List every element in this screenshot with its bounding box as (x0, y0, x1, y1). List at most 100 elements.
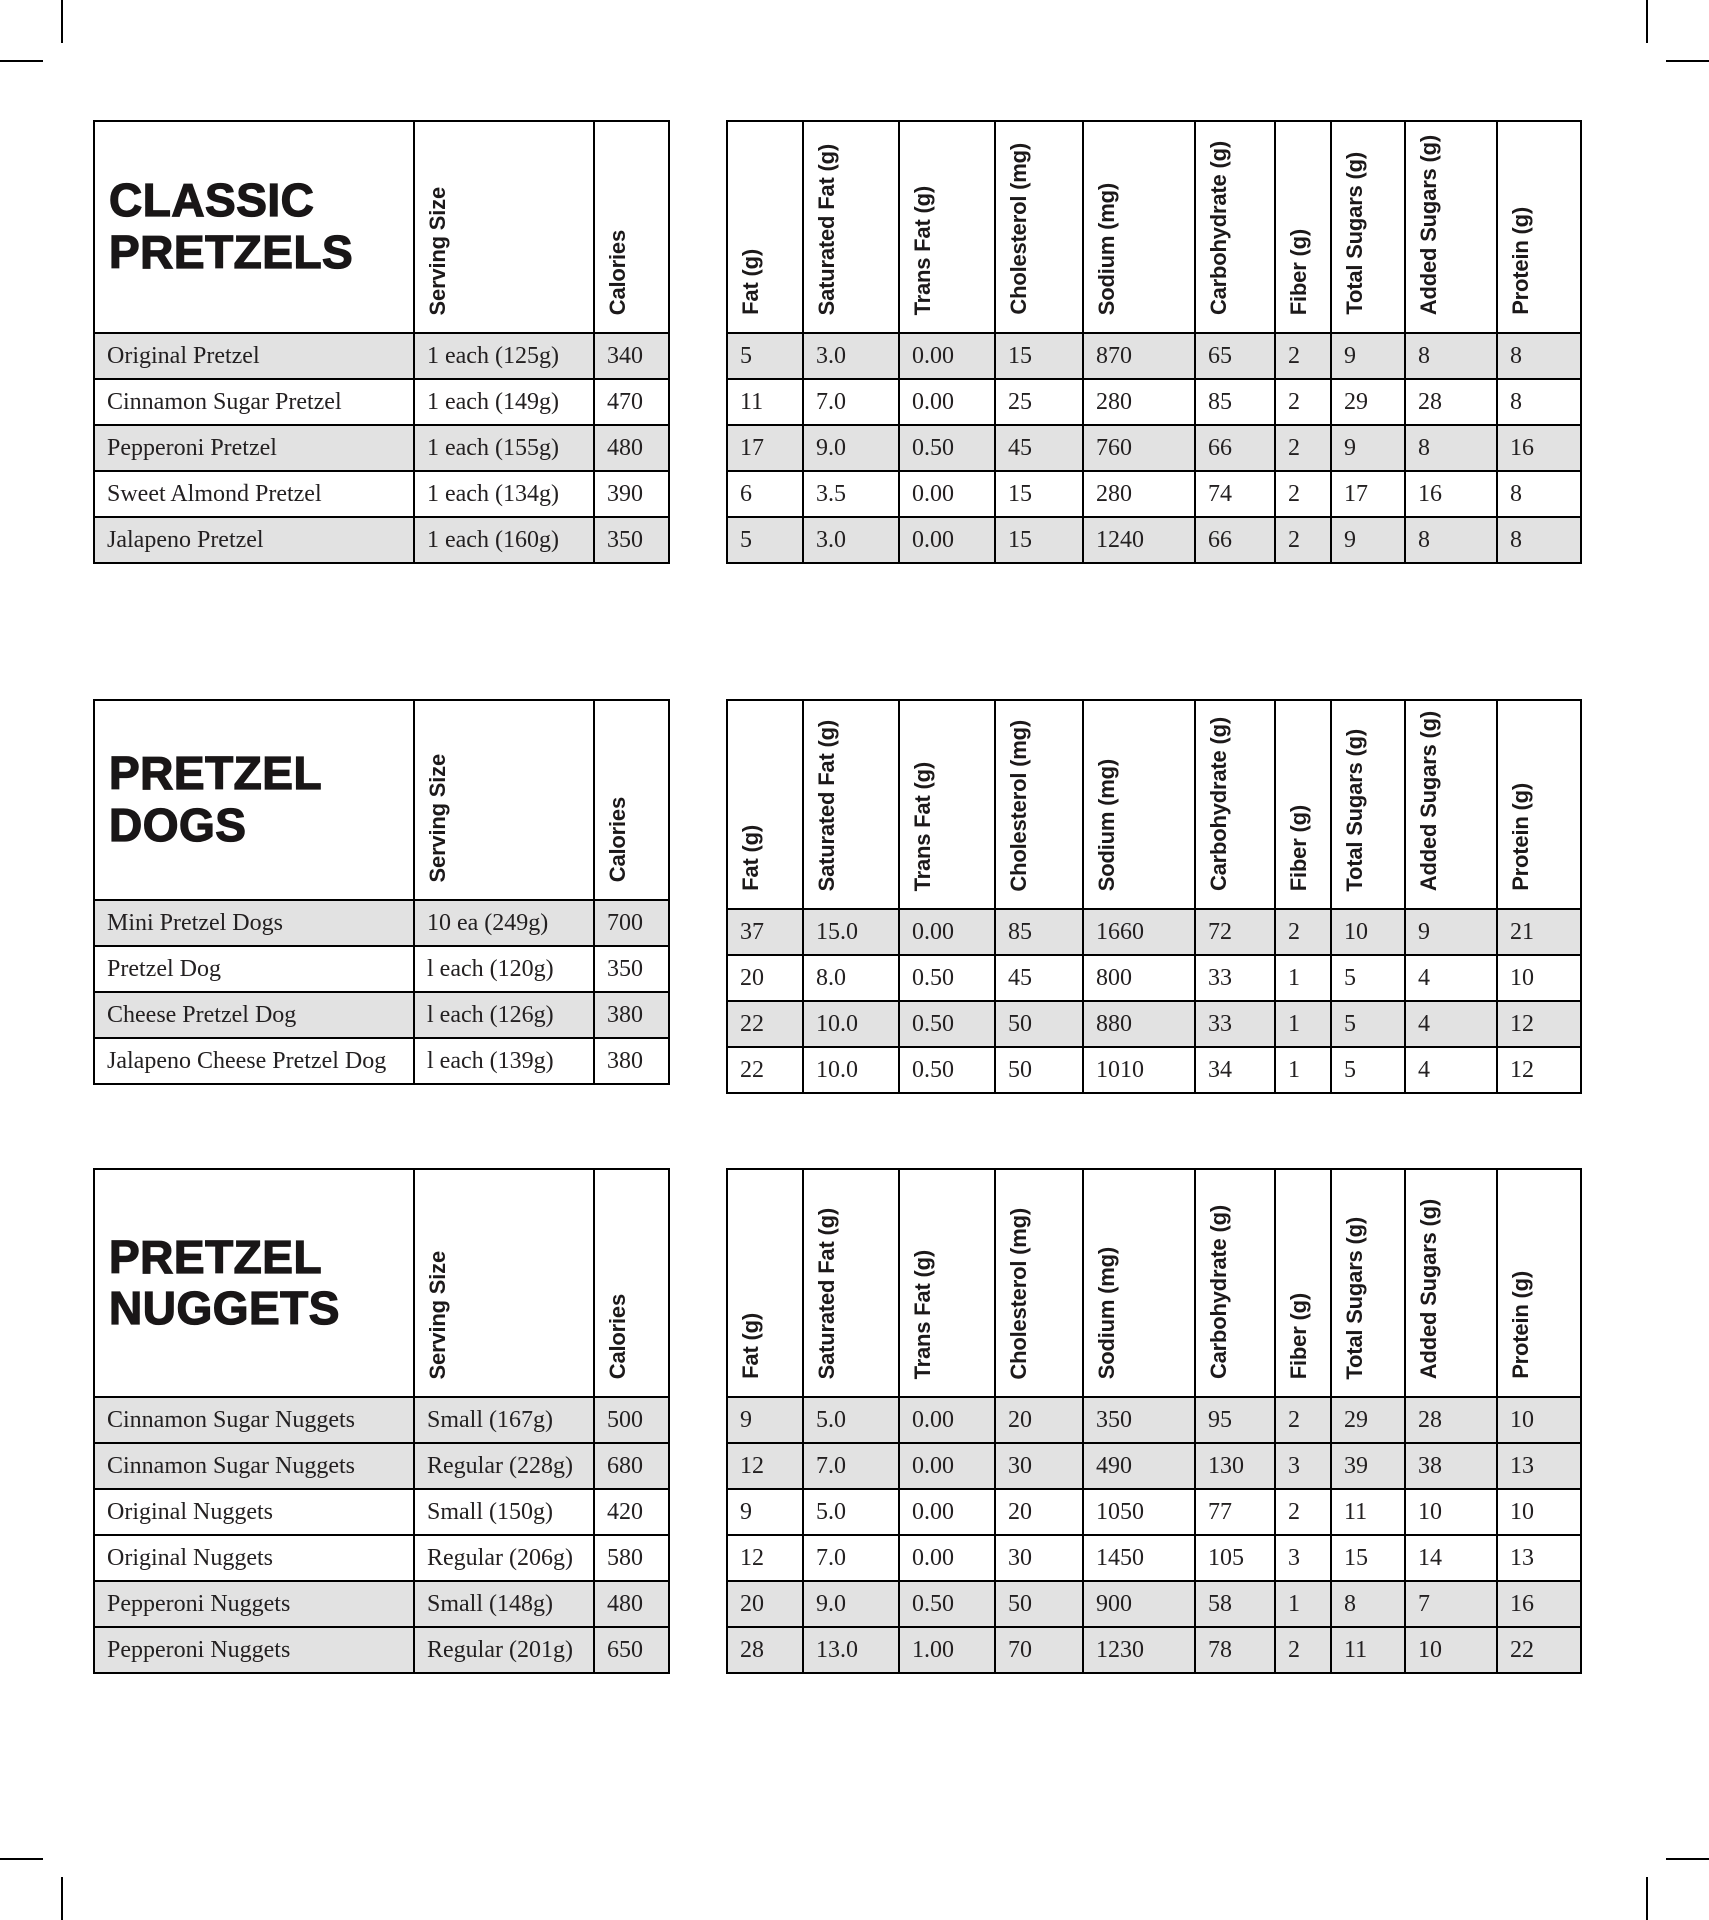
item-row: Jalapeno Pretzel 1 each (160g) 350 (93, 516, 670, 564)
nutrition-header: Fat (g) (738, 1313, 763, 1380)
item-name: Original Nuggets (93, 1488, 415, 1537)
item-name: Cinnamon Sugar Nuggets (93, 1396, 415, 1445)
nutrition-value: 1 (1274, 1046, 1332, 1095)
item-row: Pepperoni Nuggets Regular (201g) 650 (93, 1626, 670, 1675)
calories-value: 680 (593, 1442, 670, 1491)
nutrition-value: 29 (1330, 1396, 1406, 1445)
nutrition-value: 5 (726, 332, 804, 380)
nutrition-value: 2 (1274, 470, 1332, 518)
item-name: Pepperoni Pretzel (93, 424, 415, 472)
nutrition-header-cell: Total Sugars (g) (1330, 1168, 1406, 1399)
item-name: Original Nuggets (93, 1534, 415, 1583)
nutrition-value: 0.50 (898, 1046, 996, 1095)
nutrition-value: 85 (1194, 378, 1276, 426)
serving-size-value: 1 each (160g) (413, 516, 595, 564)
item-row: Cinnamon Sugar Pretzel 1 each (149g) 470 (93, 378, 670, 426)
nutrition-section: CLASSIC PRETZELS Serving Size Calories Origi… (93, 120, 1582, 564)
crop-mark-top-right-v (1646, 0, 1648, 43)
nutrition-value: 2 (1274, 1396, 1332, 1445)
serving-size-value: 1 each (155g) (413, 424, 595, 472)
section-title-line: NUGGETS (108, 1282, 340, 1335)
nutrition-body: 5 3.0 0.00 15 870 65 2 9 8 8 11 7.0 0.00 25 280 85 2 29 28… (726, 332, 1582, 564)
nutrition-value: 3 (1274, 1442, 1332, 1491)
item-row: Original Pretzel 1 each (125g) 340 (93, 332, 670, 380)
serving-size-value: 10 ea (249g) (413, 899, 595, 947)
nutrition-value: 8 (1404, 332, 1498, 380)
nutrition-header-cell: Cholesterol (mg) (994, 1168, 1084, 1399)
nutrition-value: 17 (726, 424, 804, 472)
nutrition-header-cell: Trans Fat (g) (898, 1168, 996, 1399)
nutrition-value: 66 (1194, 516, 1276, 564)
crop-mark-top-right-h (1666, 60, 1709, 62)
nutrition-body: 9 5.0 0.00 20 350 95 2 29 28 10 12 7.0 0.00 30 490 130 3… (726, 1396, 1582, 1675)
nutrition-value: 9 (1330, 332, 1406, 380)
nutrition-header-row: Fat (g) Saturated Fat (g) Trans Fat (g) Cho… (726, 120, 1582, 334)
nutrition-row: 12 7.0 0.00 30 490 130 3 39 38 13 (726, 1442, 1582, 1491)
nutrition-value: 45 (994, 424, 1084, 472)
serving-size-header-cell: Serving Size (413, 699, 595, 901)
nutrition-value: 10.0 (802, 1000, 900, 1049)
nutrition-value: 34 (1194, 1046, 1276, 1095)
section-title-line: PRETZELS (108, 226, 354, 278)
nutrition-header: Added Sugars (g) (1416, 711, 1441, 892)
nutrition-value: 9 (726, 1488, 804, 1537)
nutrition-header: Carbohydrate (g) (1206, 1205, 1231, 1380)
items-body: Mini Pretzel Dogs 10 ea (249g) 700 Pretzel … (93, 899, 670, 1085)
section-title-cell: CLASSIC PRETZELS (93, 120, 415, 334)
nutrition-value: 280 (1082, 378, 1196, 426)
nutrition-value: 0.00 (898, 470, 996, 518)
nutrition-value: 5.0 (802, 1488, 900, 1537)
nutrition-header: Fiber (g) (1286, 228, 1311, 315)
nutrition-value: 0.00 (898, 516, 996, 564)
nutrition-value: 15 (994, 470, 1084, 518)
nutrition-header-cell: Total Sugars (g) (1330, 120, 1406, 334)
item-name: Cinnamon Sugar Pretzel (93, 378, 415, 426)
nutrition-value: 350 (1082, 1396, 1196, 1445)
nutrition-header: Added Sugars (g) (1416, 1199, 1441, 1380)
nutrition-header: Fat (g) (738, 249, 763, 315)
nutrition-value: 1230 (1082, 1626, 1196, 1675)
nutrition-header: Total Sugars (g) (1342, 1216, 1367, 1380)
serving-size-header: Serving Size (425, 186, 450, 315)
nutrition-header: Total Sugars (g) (1342, 728, 1367, 892)
nutrition-header: Fiber (g) (1286, 1292, 1311, 1380)
serving-size-header: Serving Size (425, 753, 450, 882)
serving-size-value: 1 each (134g) (413, 470, 595, 518)
nutrition-header: Protein (g) (1508, 1271, 1533, 1380)
serving-size-header-cell: Serving Size (413, 1168, 595, 1399)
nutrition-value: 1 (1274, 1000, 1332, 1049)
nutrition-value: 22 (726, 1046, 804, 1095)
nutrition-header: Carbohydrate (g) (1206, 140, 1231, 315)
calories-header: Calories (605, 1293, 630, 1380)
nutrition-header-cell: Carbohydrate (g) (1194, 698, 1276, 911)
item-name: Pepperoni Nuggets (93, 1626, 415, 1675)
calories-value: 380 (593, 991, 670, 1039)
nutrition-header-cell: Fiber (g) (1274, 1168, 1332, 1399)
nutrition-value: 900 (1082, 1580, 1196, 1629)
nutrition-value: 0.50 (898, 424, 996, 472)
nutrition-header-cell: Fat (g) (726, 120, 804, 334)
item-row: Cinnamon Sugar Nuggets Small (167g) 500 (93, 1396, 670, 1445)
nutrition-table: Fat (g) Saturated Fat (g) Trans Fat (g) Cho… (726, 120, 1582, 564)
nutrition-value: 39 (1330, 1442, 1406, 1491)
crop-mark-top-left-h (0, 60, 43, 62)
nutrition-header-cell: Fat (g) (726, 1168, 804, 1399)
nutrition-header: Saturated Fat (g) (814, 1207, 839, 1380)
item-row: Cheese Pretzel Dog l each (126g) 380 (93, 991, 670, 1039)
nutrition-value: 2 (1274, 908, 1332, 957)
nutrition-value: 7.0 (802, 378, 900, 426)
nutrition-value: 0.50 (898, 1580, 996, 1629)
nutrition-value: 7 (1404, 1580, 1498, 1629)
nutrition-value: 0.00 (898, 378, 996, 426)
item-row: Pepperoni Pretzel 1 each (155g) 480 (93, 424, 670, 472)
crop-mark-bottom-left-h (0, 1858, 43, 1860)
nutrition-head: Fat (g) Saturated Fat (g) Trans Fat (g) Cho… (726, 120, 1582, 334)
section-title-line: CLASSIC (108, 174, 315, 227)
nutrition-value: 9 (1404, 908, 1498, 957)
nutrition-header: Added Sugars (g) (1416, 134, 1441, 315)
nutrition-value: 130 (1194, 1442, 1276, 1491)
nutrition-value: 0.00 (898, 908, 996, 957)
nutrition-row: 9 5.0 0.00 20 1050 77 2 11 10 10 (726, 1488, 1582, 1537)
nutrition-value: 8.0 (802, 954, 900, 1003)
item-name: Pretzel Dog (93, 945, 415, 993)
